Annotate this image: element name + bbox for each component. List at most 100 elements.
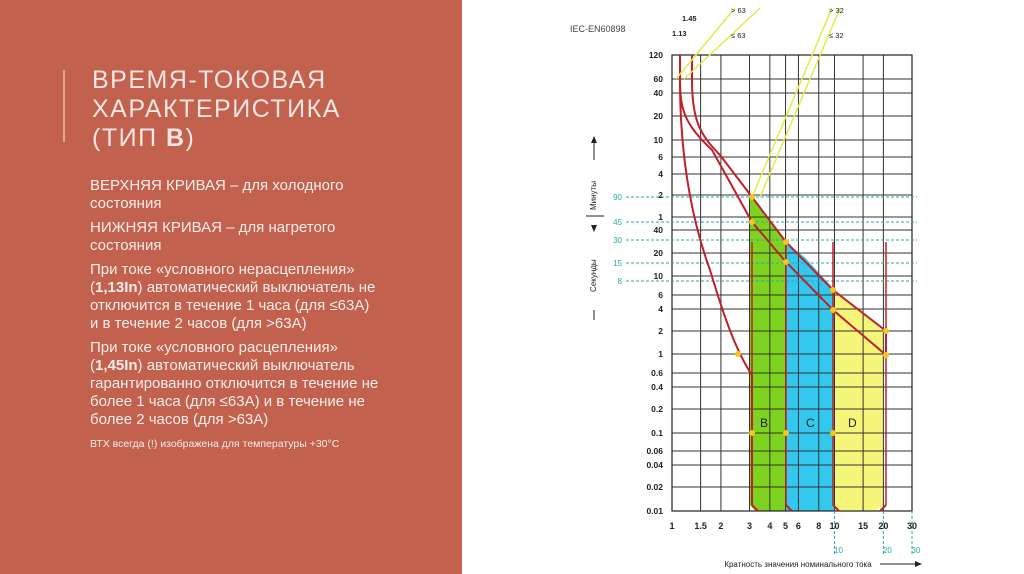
marker-point [883,352,889,358]
top-label-le63: ≤ 63 [731,31,746,40]
x-extra-tick: 30 [912,546,921,555]
y-tick-sec: 0.6 [651,368,663,378]
marker-point [830,430,836,436]
paragraph-hot: НИЖНЯЯ КРИВАЯ – для нагретого состояния [90,219,336,254]
p3-text-a: При токе «условного нерасцепления» ( [90,261,355,296]
left-mark-label: 8 [618,277,623,286]
arrow-down-icon [591,225,597,232]
x-tick-label: 6 [796,521,801,531]
temperature-note: ВТХ всегда (!) изображена для температур… [90,438,340,450]
left-mark-label: 45 [613,218,622,227]
region-label-b: B [760,416,768,430]
top-label-gt63: > 63 [731,6,746,15]
marker-point [735,351,741,357]
paragraph-trip: При токе «условного расцепления» (1,45In… [90,339,380,429]
slide-body: ВЕРХНЯЯ КРИВАЯ – для холодного состояния… [90,177,380,459]
marker-point [749,194,755,200]
title-line-1: ВРЕМЯ-ТОКОВАЯ [92,66,327,94]
marker-point [749,219,755,225]
ylabel-seconds: Секунды [589,259,598,292]
p3-value: 1,13In [95,279,138,296]
marker-point [783,239,789,245]
top-label-113: 1.13 [672,29,687,38]
y-tick-sec: 0.04 [646,460,663,470]
x-tick-label: 3 [747,521,752,531]
y-tick-sec: 1 [658,349,663,359]
y-tick-sec: 0.01 [646,506,663,516]
y-tick-min: 20 [654,111,664,121]
p4-value: 1,45In [95,357,138,374]
title-line-2: ХАРАКТЕРИСТИКА [92,95,341,123]
x-extra-tick: 10 [834,546,843,555]
y-tick-sec: 0.06 [646,446,663,456]
marker-point [883,328,889,334]
y-tick-sec: 0.02 [646,482,663,492]
y-tick-sec: 20 [654,248,664,258]
guide-line [683,7,761,80]
top-label-gt32: > 32 [829,6,844,15]
x-tick-label: 8 [816,521,821,531]
x-tick-label: 4 [767,521,772,531]
marker-point [783,430,789,436]
y-tick-min: 6 [658,152,663,162]
p3-text-c: ) автоматический выключатель не отключит… [90,279,376,332]
y-tick-min: 4 [658,169,663,179]
guide-line [751,7,833,198]
region-borders [751,504,887,512]
marker-point [783,259,789,265]
region-label-c: C [806,416,815,430]
ylabel-minutes: Минуты [589,181,598,210]
y-tick-sec: 0.4 [651,382,663,392]
y-tick-min: 10 [654,135,664,145]
standard-label: IEC-EN60898 [570,24,626,34]
x-tick-label: 30 [907,521,917,531]
paragraph-non-trip: При токе «условного нерасцепления» (1,13… [90,261,380,333]
slide-title: ВРЕМЯ-ТОКОВАЯ ХАРАКТЕРИСТИКА (ТИП B) [92,66,452,153]
region-label-d: D [848,416,857,430]
arrow-up-icon [591,136,597,143]
paragraph-cold: ВЕРХНЯЯ КРИВАЯ – для холодного состояния [90,177,344,212]
x-tick-label: 20 [878,521,888,531]
accent-bar [63,70,65,142]
x-tick-label: 1 [669,521,674,531]
y-tick-sec: 10 [654,271,664,281]
y-tick-sec: 40 [654,225,664,235]
marker-point [830,287,836,293]
xlabel: Кратность значения номинального тока [724,560,872,569]
y-tick-sec: 6 [658,290,663,300]
x-tick-label: 15 [858,521,868,531]
y-tick-min: 40 [654,88,664,98]
p4-text-a: При токе «условного расцепления» ( [90,339,338,374]
x-tick-label: 2 [718,521,723,531]
y-tick-sec: 0.1 [651,428,663,438]
title-line-3b: B [165,124,186,152]
y-tick-min: 60 [654,74,664,84]
y-tick-sec: 2 [658,326,663,336]
y-tick-min: 120 [649,50,663,60]
title-line-3a: (ТИП [92,124,166,152]
y-tick-sec: 0.2 [651,404,663,414]
p4-text-c: ) автоматический выключатель гарантирова… [90,357,379,428]
top-label-145: 1.45 [682,14,697,23]
region-c [785,242,835,511]
left-curve [679,79,753,505]
guide-line [675,7,736,80]
title-line-3c: ) [185,124,196,152]
x-tick-label: 1.5 [694,521,707,531]
y-tick-min: 1 [658,212,663,222]
guide-line [759,7,841,198]
left-mark-label: 15 [613,259,622,268]
left-mark-label: 90 [613,193,622,202]
marker-point [749,430,755,436]
arrow-right-icon [915,561,922,567]
time-current-chart: B C D12060402010642140201064210.60.40.20.1… [586,6,922,569]
x-tick-label: 5 [783,521,788,531]
y-tick-sec: 4 [658,304,663,314]
x-extra-tick: 20 [883,546,892,555]
marker-point [830,307,836,313]
text-panel: ВРЕМЯ-ТОКОВАЯ ХАРАКТЕРИСТИКА (ТИП B) ВЕР… [0,0,462,574]
y-tick-min: 2 [658,190,663,200]
left-mark-label: 30 [613,236,622,245]
region-d [834,290,884,511]
x-tick-label: 10 [829,521,839,531]
